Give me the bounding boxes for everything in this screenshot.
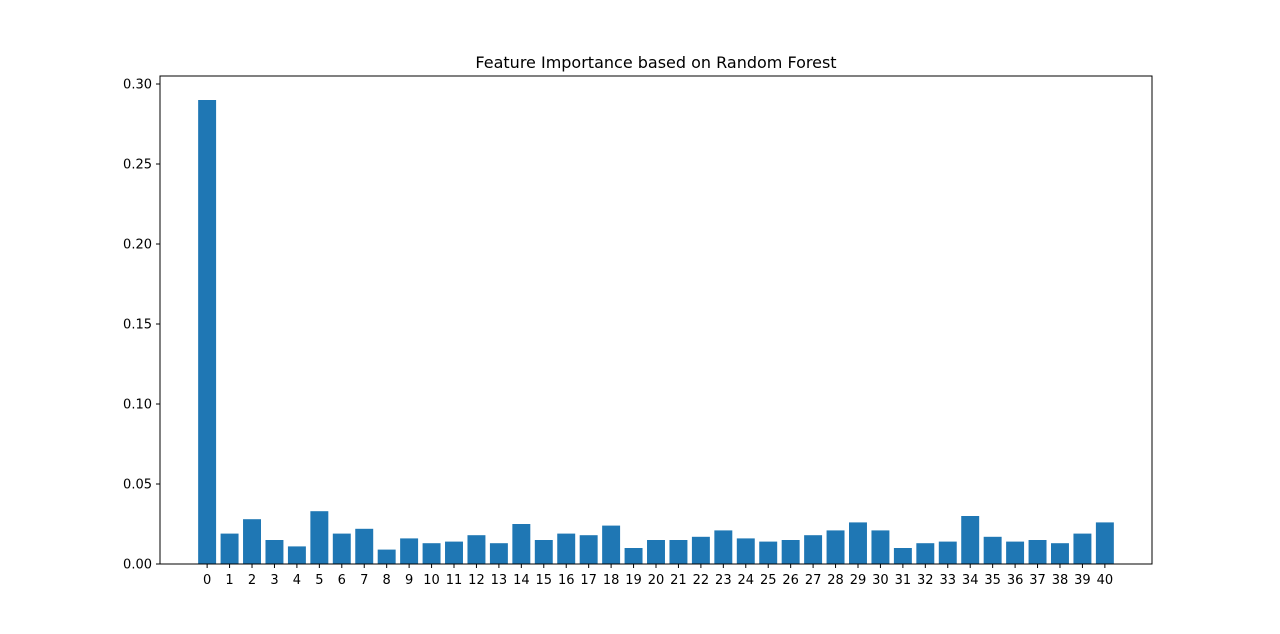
- bar-17: [579, 535, 598, 564]
- x-tick-label: 31: [895, 573, 912, 588]
- bar-3: [265, 540, 284, 564]
- bar-35: [983, 536, 1002, 564]
- x-tick-label: 22: [693, 573, 710, 588]
- x-tick-label: 16: [558, 573, 575, 588]
- bar-25: [759, 541, 778, 564]
- bar-34: [961, 516, 980, 564]
- x-tick-label: 19: [625, 573, 642, 588]
- x-tick-label: 2: [248, 573, 256, 588]
- bar-36: [1006, 541, 1025, 564]
- bar-26: [781, 540, 800, 564]
- y-tick-label: 0.10: [123, 398, 152, 413]
- x-tick-label: 40: [1097, 573, 1114, 588]
- bar-39: [1073, 533, 1092, 564]
- x-tick-label: 24: [737, 573, 754, 588]
- x-tick-label: 9: [405, 573, 413, 588]
- bar-5: [310, 511, 329, 564]
- x-tick-label: 17: [580, 573, 597, 588]
- bar-12: [467, 535, 486, 564]
- x-tick-label: 0: [203, 573, 211, 588]
- bar-22: [691, 536, 710, 564]
- bar-9: [400, 538, 419, 564]
- y-tick-label: 0.00: [123, 558, 152, 573]
- chart-title: Feature Importance based on Random Fores…: [475, 53, 836, 72]
- bar-40: [1095, 522, 1114, 564]
- bar-30: [871, 530, 890, 564]
- y-tick-label: 0.20: [123, 238, 152, 253]
- x-tick-label: 26: [782, 573, 799, 588]
- bar-11: [445, 541, 463, 564]
- bar-14: [512, 524, 531, 564]
- y-tick-label: 0.05: [123, 478, 152, 493]
- bar-8: [377, 549, 396, 564]
- y-tick-label: 0.25: [123, 158, 152, 173]
- x-tick-label: 30: [872, 573, 889, 588]
- x-tick-label: 13: [491, 573, 508, 588]
- x-tick-label: 38: [1052, 573, 1069, 588]
- x-tick-label: 21: [670, 573, 687, 588]
- bar-7: [355, 528, 374, 564]
- plot-frame: [159, 75, 1153, 565]
- x-tick-label: 29: [850, 573, 867, 588]
- bar-31: [893, 548, 912, 564]
- x-tick-label: 3: [270, 573, 278, 588]
- bar-0: [198, 100, 217, 564]
- x-tick-label: 4: [293, 573, 301, 588]
- x-tick-label: 20: [648, 573, 665, 588]
- x-axis-ticks: 0 1 2 3 4 5 6 7 8 9 10 11 12 13 14 15 16 17 18 19 20 21 22 23 24…: [203, 564, 1113, 588]
- x-tick-label: 6: [338, 573, 346, 588]
- y-tick-label: 0.15: [123, 318, 152, 333]
- x-tick-label: 15: [536, 573, 553, 588]
- x-tick-label: 25: [760, 573, 777, 588]
- y-axis-ticks: 0.00 0.05 0.10 0.15 0.20 0.25 0.30: [123, 78, 160, 573]
- x-tick-label: 32: [917, 573, 934, 588]
- x-tick-label: 18: [603, 573, 620, 588]
- bar-27: [804, 535, 823, 564]
- bar-19: [624, 548, 643, 564]
- bar-1: [220, 533, 239, 564]
- x-tick-label: 33: [939, 573, 956, 588]
- bar-37: [1028, 540, 1047, 564]
- bar-33: [938, 541, 957, 564]
- x-tick-label: 14: [513, 573, 530, 588]
- x-tick-label: 12: [468, 573, 485, 588]
- bar-32: [916, 543, 935, 564]
- x-tick-label: 39: [1074, 573, 1091, 588]
- y-tick-label: 0.30: [123, 78, 152, 93]
- bar-10: [422, 543, 441, 564]
- bar-2: [243, 519, 261, 564]
- x-tick-label: 8: [383, 573, 391, 588]
- x-tick-label: 1: [225, 573, 233, 588]
- x-tick-label: 27: [805, 573, 822, 588]
- bar-4: [287, 546, 306, 564]
- x-tick-label: 34: [962, 573, 979, 588]
- x-tick-label: 11: [446, 573, 463, 588]
- bar-18: [602, 525, 621, 564]
- bar-16: [557, 533, 576, 564]
- bar-20: [647, 540, 665, 564]
- x-tick-label: 23: [715, 573, 732, 588]
- bar-21: [669, 540, 688, 564]
- x-tick-label: 28: [827, 573, 844, 588]
- bar-23: [714, 530, 733, 564]
- x-tick-label: 7: [360, 573, 368, 588]
- bar-28: [826, 530, 845, 564]
- bar-13: [489, 543, 508, 564]
- bars-group: [198, 100, 1114, 564]
- bar-15: [534, 540, 553, 564]
- x-tick-label: 37: [1029, 573, 1046, 588]
- bar-6: [332, 533, 351, 564]
- x-tick-label: 10: [423, 573, 440, 588]
- x-tick-label: 35: [984, 573, 1001, 588]
- x-tick-label: 36: [1007, 573, 1024, 588]
- bar-38: [1051, 543, 1069, 564]
- x-tick-label: 5: [315, 573, 323, 588]
- bar-29: [849, 522, 867, 564]
- bar-24: [736, 538, 755, 564]
